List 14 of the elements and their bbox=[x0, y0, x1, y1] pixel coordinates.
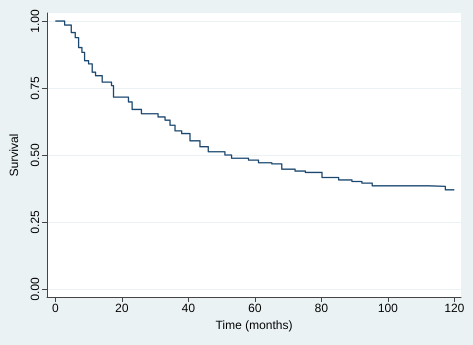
y-axis-title: Survival bbox=[7, 134, 21, 176]
y-tick-label: 0.50 bbox=[28, 143, 42, 167]
x-tick-label: 60 bbox=[248, 301, 262, 315]
y-tick-label: 0.75 bbox=[28, 76, 42, 100]
x-tick-label: 40 bbox=[182, 301, 196, 315]
x-tick-label: 20 bbox=[115, 301, 129, 315]
y-tick-label: 1.00 bbox=[28, 9, 42, 33]
y-tick-label: 0.00 bbox=[28, 276, 42, 301]
x-tick-label: 100 bbox=[378, 301, 398, 315]
x-tick-label: 80 bbox=[314, 301, 328, 315]
x-tick-label: 0 bbox=[52, 301, 59, 315]
x-tick-label: 120 bbox=[444, 301, 465, 315]
x-axis-title: Time (months) bbox=[216, 318, 292, 332]
y-tick-label: 0.25 bbox=[28, 210, 42, 234]
